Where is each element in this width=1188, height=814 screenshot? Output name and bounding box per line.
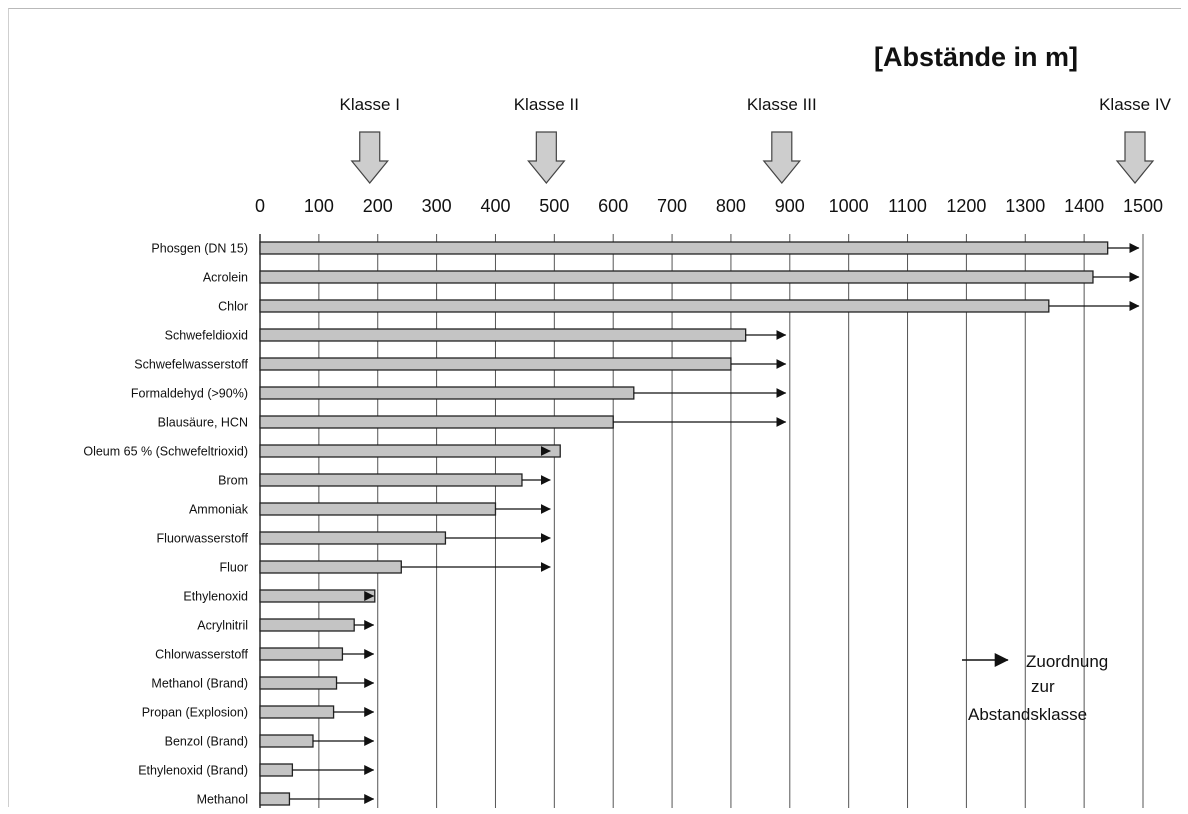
category-labels: Phosgen (DN 15) Acrolein Chlor Schwefeldiox… <box>83 242 248 807</box>
category-label: Brom <box>218 474 248 488</box>
x-tick-label: 400 <box>480 196 510 216</box>
class-arrow-icon <box>527 131 566 184</box>
x-tick-label: 300 <box>422 196 452 216</box>
bar <box>259 241 1109 255</box>
category-label: Acrylnitril <box>197 619 248 633</box>
category-label: Schwefelwasserstoff <box>134 358 248 372</box>
x-tick-label: 0 <box>255 196 265 216</box>
category-label: Formaldehyd (>90%) <box>131 387 248 401</box>
bar <box>259 792 291 806</box>
class-label: Klasse II <box>514 95 579 114</box>
chart-title: [Abstände in m] <box>874 42 1078 72</box>
x-tick-label: 1100 <box>888 196 927 216</box>
x-tick-label: 900 <box>775 196 805 216</box>
x-tick-label: 1200 <box>946 196 986 216</box>
class-arrow-icon <box>762 131 802 184</box>
category-label: Oleum 65 % (Schwefeltrioxid) <box>83 445 248 459</box>
bar <box>259 560 402 574</box>
bar <box>259 531 447 545</box>
bar <box>259 415 614 429</box>
chart-frame <box>8 8 1181 807</box>
bar <box>259 618 355 632</box>
category-label: Phosgen (DN 15) <box>151 242 248 256</box>
category-label: Benzol (Brand) <box>165 735 248 749</box>
bar <box>259 589 376 603</box>
category-label: Acrolein <box>203 271 248 285</box>
category-label: Fluorwasserstoff <box>157 532 249 546</box>
x-tick-label: 800 <box>716 196 746 216</box>
x-tick-label: 1000 <box>829 196 869 216</box>
bar <box>259 444 561 458</box>
bar <box>259 357 732 371</box>
x-tick-label: 1400 <box>1064 196 1104 216</box>
category-label: Fluor <box>220 561 248 575</box>
bar <box>259 676 338 690</box>
legend-line-2: zur <box>1031 677 1055 696</box>
x-tick-label: 600 <box>598 196 628 216</box>
bar <box>259 734 314 748</box>
grid <box>259 234 1144 808</box>
legend: Zuordnung zur Abstandsklasse <box>962 652 1108 724</box>
class-arrow-icon <box>350 131 389 184</box>
category-label: Blausäure, HCN <box>158 416 248 430</box>
bar <box>259 473 523 487</box>
bar <box>259 328 747 342</box>
x-axis-ticks: 0 100 200 300 400 500 600 700 800 900 1000 1100 1200… <box>255 196 1163 216</box>
class-label: Klasse IV <box>1099 95 1171 114</box>
legend-line-1: Zuordnung <box>1026 652 1108 671</box>
category-label: Methanol <box>197 793 248 807</box>
x-tick-label: 500 <box>539 196 569 216</box>
bar <box>259 705 335 719</box>
bars <box>259 241 1109 806</box>
assignment-arrows <box>289 243 1140 804</box>
bar <box>259 299 1050 313</box>
bar <box>259 386 635 400</box>
bar <box>259 763 294 777</box>
x-tick-label: 700 <box>657 196 687 216</box>
category-label: Chlor <box>218 300 248 314</box>
category-label: Ethylenoxid (Brand) <box>138 764 248 778</box>
class-label: Klasse I <box>339 95 399 114</box>
category-label: Ethylenoxid <box>183 590 248 604</box>
bar <box>259 270 1094 284</box>
category-label: Chlorwasserstoff <box>155 648 248 662</box>
category-label: Schwefeldioxid <box>165 329 248 343</box>
bar <box>259 502 497 516</box>
legend-line-3: Abstandsklasse <box>968 705 1087 724</box>
category-label: Propan (Explosion) <box>142 706 248 720</box>
class-arrow-icon <box>1115 131 1155 184</box>
x-tick-label: 1500 <box>1123 196 1163 216</box>
class-label: Klasse III <box>747 95 817 114</box>
x-tick-label: 100 <box>304 196 334 216</box>
x-tick-label: 1300 <box>1005 196 1045 216</box>
category-label: Ammoniak <box>189 503 249 517</box>
x-tick-label: 200 <box>363 196 393 216</box>
class-markers: Klasse I Klasse II Klasse III Klasse IV <box>339 95 1172 184</box>
bar <box>259 647 344 661</box>
category-label: Methanol (Brand) <box>151 677 248 691</box>
